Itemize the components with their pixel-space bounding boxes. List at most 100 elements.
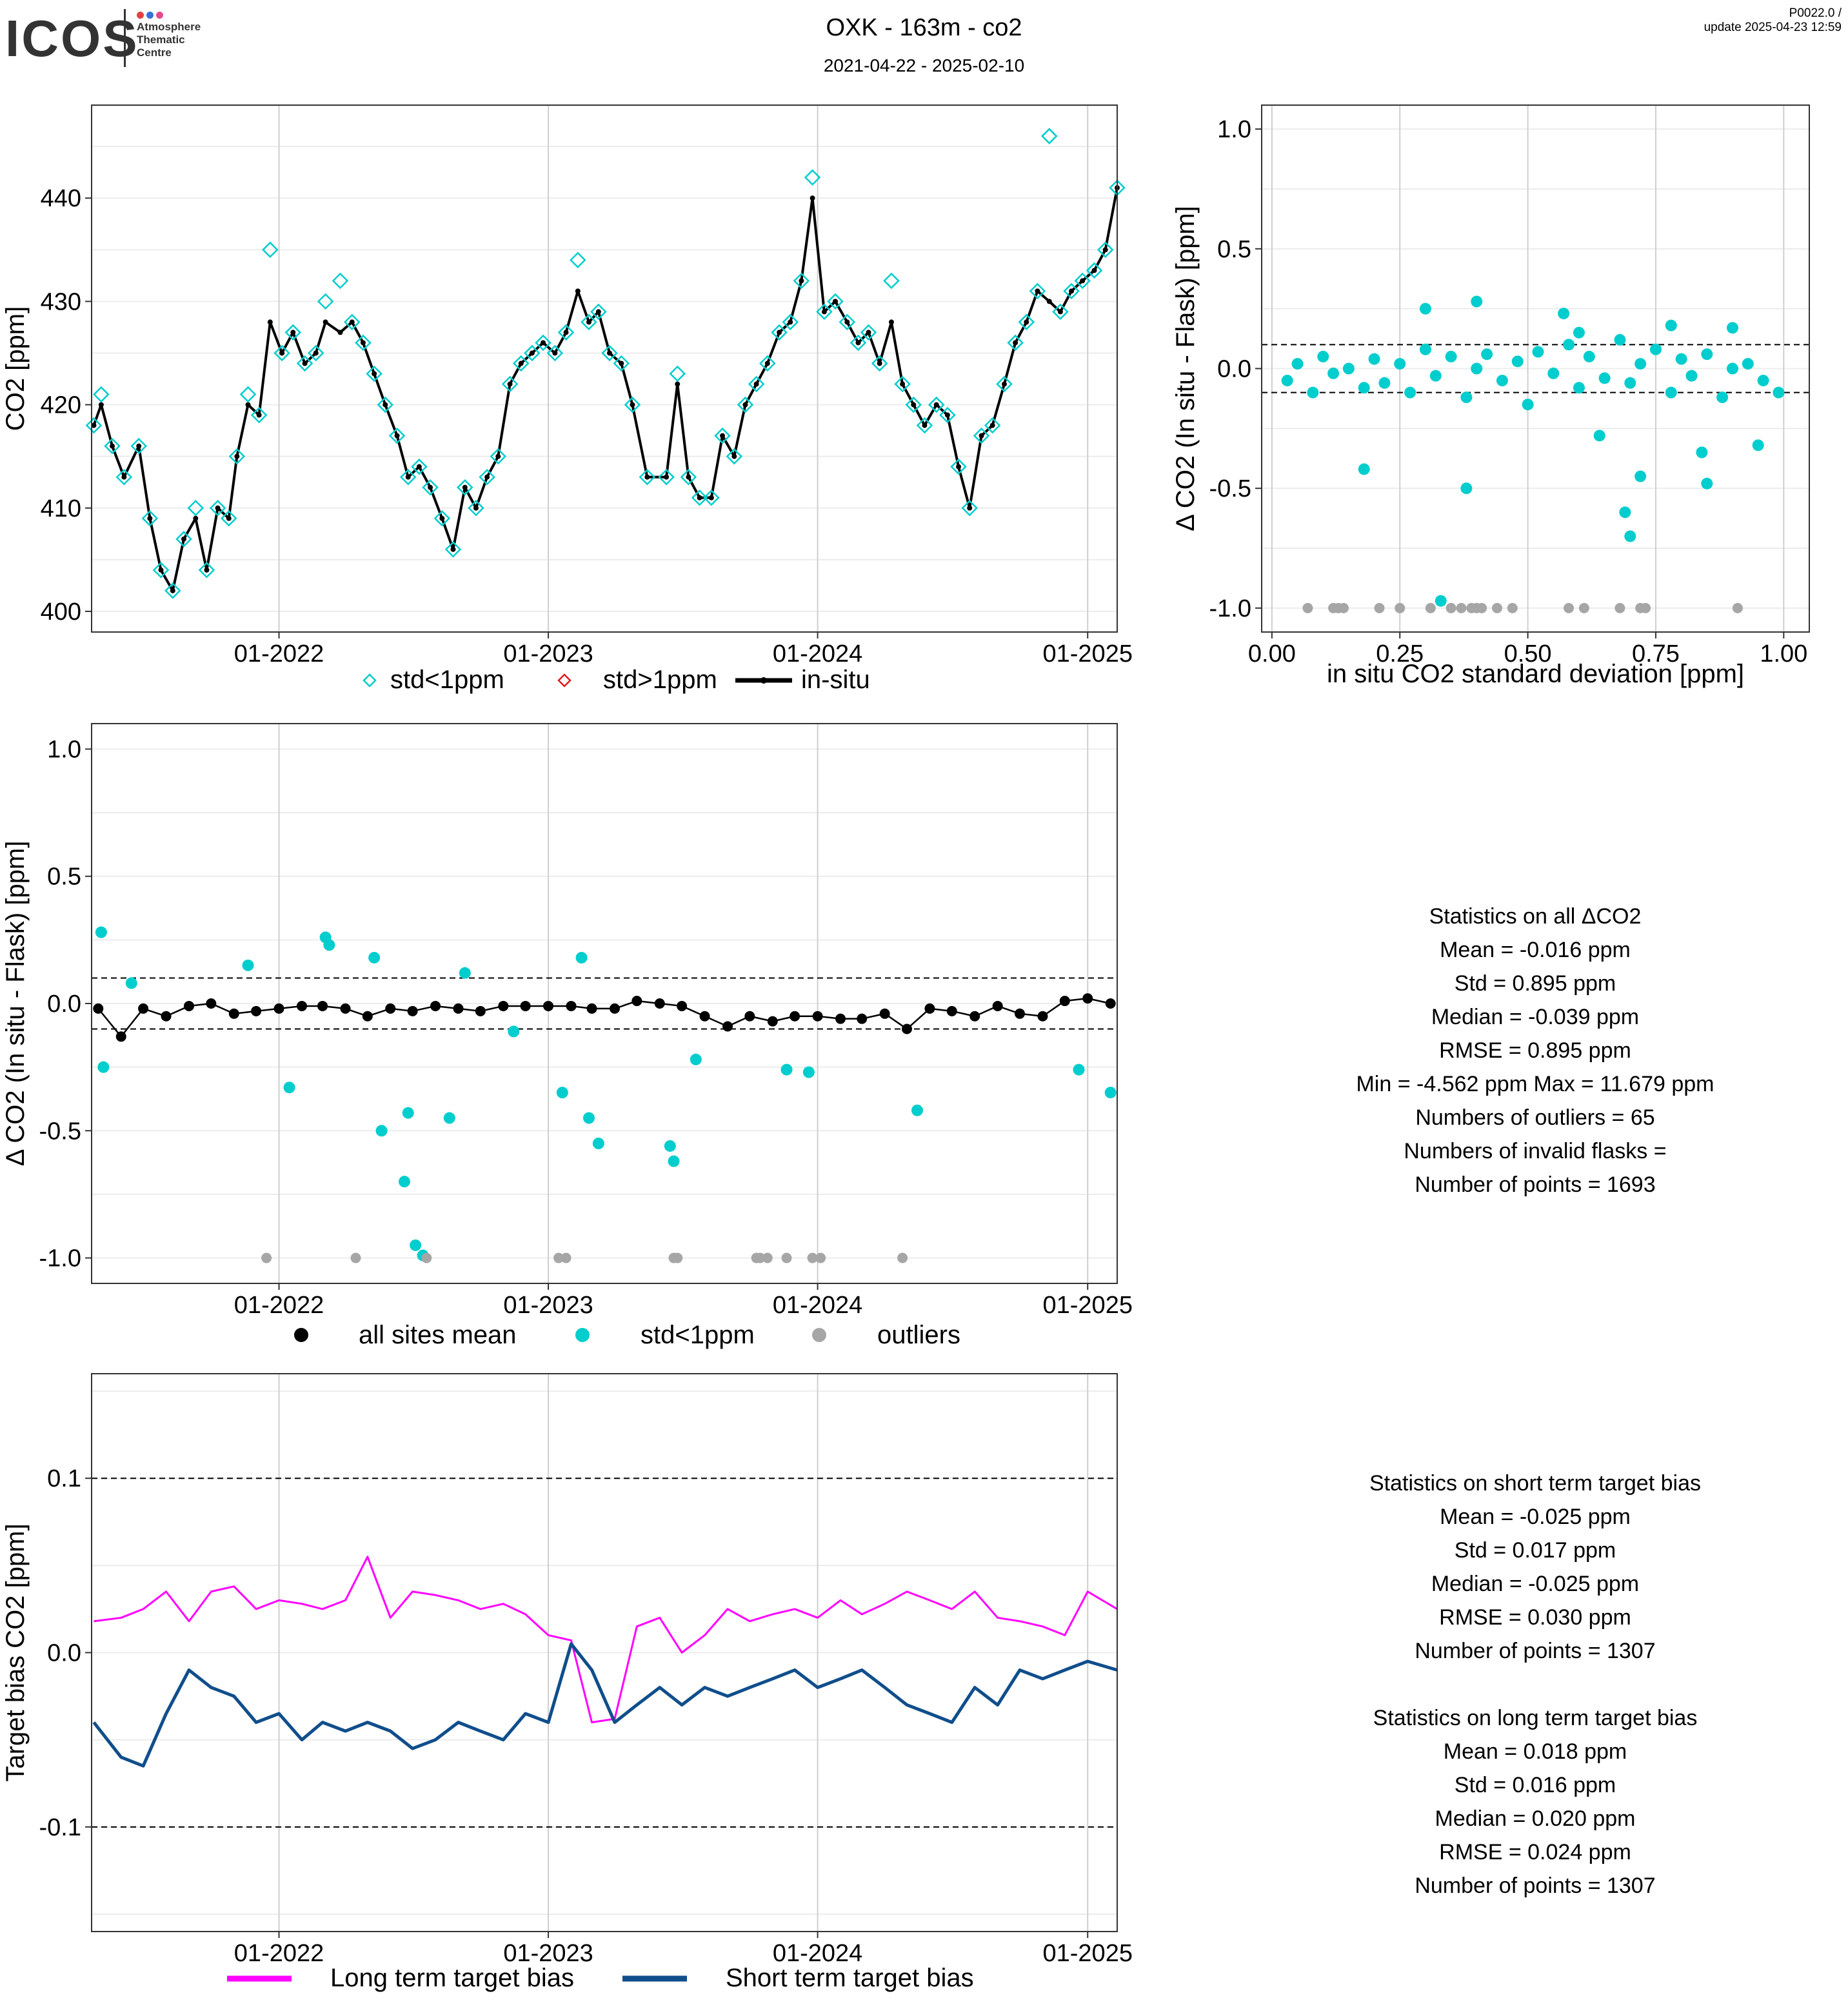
dstd-xtick-label: 0.25 — [1376, 640, 1424, 667]
co2-flask-diamond — [849, 334, 867, 351]
co2-insitu-point — [1046, 299, 1052, 304]
co2-flask-diamond — [1086, 262, 1103, 279]
dts-mean-point — [498, 1000, 509, 1011]
co2-insitu-point — [1035, 288, 1040, 294]
dts-outlier-point — [807, 1252, 818, 1263]
co2-insitu-point — [110, 443, 115, 449]
co2-xtick-label: 01-2022 — [234, 640, 324, 667]
co2-flask-diamond — [984, 417, 1001, 434]
dts-mean-point — [722, 1021, 733, 1032]
dts-point — [95, 926, 107, 938]
dts-outlier-point — [561, 1252, 571, 1263]
co2-flask-diamond — [860, 324, 877, 341]
co2-legend-label: in-situ — [801, 666, 870, 694]
dts-point — [780, 1063, 793, 1076]
dstd-point — [1593, 430, 1605, 442]
co2-insitu-point — [933, 402, 939, 408]
co2-insitu-point — [416, 464, 422, 470]
dts-mean-point — [115, 1031, 126, 1042]
co2-flask-diamond — [355, 334, 372, 351]
co2-flask-diamond — [669, 365, 686, 382]
dts-legend-label: std<1ppm — [641, 1321, 755, 1349]
dts-point — [556, 1087, 568, 1099]
co2-flask-diamond — [782, 313, 799, 331]
co2-insitu-point — [462, 484, 468, 490]
logo-dot-pink — [156, 12, 163, 19]
co2-insitu-point — [630, 402, 635, 408]
dstd-point — [1358, 382, 1370, 394]
co2-flask-diamond — [457, 479, 473, 496]
co2-flask-diamond — [152, 562, 170, 578]
co2-insitu-point — [877, 361, 882, 366]
dts-point — [911, 1104, 924, 1116]
co2-flask-diamond — [284, 324, 302, 341]
dts-mean-point — [273, 1003, 284, 1014]
co2-insitu-point — [245, 402, 251, 408]
logo-dots-icon — [137, 10, 166, 22]
co2-background — [92, 105, 1117, 632]
co2-flask-diamond — [1007, 334, 1024, 351]
dts-point — [690, 1053, 702, 1065]
co2-flask-diamond — [996, 375, 1013, 393]
stats-delta-line: Numbers of invalid flasks = — [1404, 1139, 1667, 1163]
dts-point — [399, 1176, 411, 1188]
co2-ytick-label: 440 — [41, 185, 81, 212]
stats-delta-line: RMSE = 0.895 ppm — [1439, 1038, 1631, 1063]
stats-target-line: Number of points = 1307 — [1415, 1639, 1656, 1663]
dts-mean-point — [631, 996, 642, 1007]
bias-ylabel: Target bias CO2 [ppm] — [1, 1523, 30, 1781]
co2-flask-diamond — [239, 386, 257, 403]
dts-point — [1073, 1063, 1085, 1076]
co2-insitu-point — [866, 330, 871, 335]
dts-mean-point — [924, 1003, 935, 1014]
co2-insitu-point — [256, 412, 262, 418]
dts-xtick-label: 01-2025 — [1043, 1292, 1133, 1319]
co2-insitu-point — [267, 319, 273, 325]
co2-flask-diamond — [250, 406, 268, 424]
co2-insitu-point — [979, 433, 984, 439]
dstd-outlier-point — [1491, 602, 1502, 613]
co2-flask-diamond — [691, 489, 708, 506]
co2-flask-diamond — [524, 344, 541, 362]
bias-legend-label: Short term target bias — [726, 1964, 974, 1992]
dts-mean-point — [228, 1008, 239, 1019]
dts-mean-point — [453, 1003, 464, 1014]
co2-flask-diamond — [601, 344, 618, 362]
stats-target-line: RMSE = 0.024 ppm — [1439, 1840, 1631, 1864]
co2-insitu-point — [394, 433, 400, 439]
dstd-ytick-label: 1.0 — [1217, 116, 1251, 143]
co2-insitu-point — [1001, 381, 1007, 387]
co2-flask-diamond — [894, 375, 911, 393]
co2-insitu-point — [742, 402, 748, 408]
co2-insitu-point — [495, 453, 501, 459]
logo-tagline: Atmosphere Thematic Centre — [137, 21, 201, 59]
co2-insitu-point — [372, 371, 377, 377]
stats-target-line — [1213, 1668, 1848, 1701]
dstd-point — [1634, 470, 1647, 482]
dts-mean-line — [97, 997, 1111, 1038]
co2-insitu-point — [349, 319, 355, 325]
co2-insitu-point — [686, 474, 691, 480]
co2-insitu-point — [215, 505, 221, 511]
co2-flask-diamond — [141, 510, 159, 527]
dts-legend-label: outliers — [877, 1321, 960, 1349]
dstd-point — [1773, 386, 1785, 399]
co2-insitu-point — [664, 474, 670, 480]
dstd-point — [1404, 386, 1416, 399]
dstd-point — [1522, 399, 1534, 411]
dstd-outlier-point — [1578, 602, 1589, 613]
co2-flask-diamond — [703, 489, 720, 506]
co2-xtick-label: 01-2025 — [1043, 640, 1133, 667]
update-timestamp: update 2025-04-23 12:59 — [1704, 21, 1842, 34]
dstd-point — [1624, 530, 1636, 542]
dts-mean-point — [586, 1003, 597, 1014]
dts-mean-point — [543, 1000, 554, 1011]
dts-mean-point — [857, 1013, 868, 1024]
co2-xtick-label: 01-2023 — [503, 640, 593, 667]
co2-legend-label: std<1ppm — [390, 666, 504, 694]
icos-logo: ICOS — [5, 10, 139, 67]
co2-flask-diamond — [85, 417, 103, 434]
co2-insitu-point — [697, 495, 702, 500]
dstd-point — [1281, 375, 1293, 387]
